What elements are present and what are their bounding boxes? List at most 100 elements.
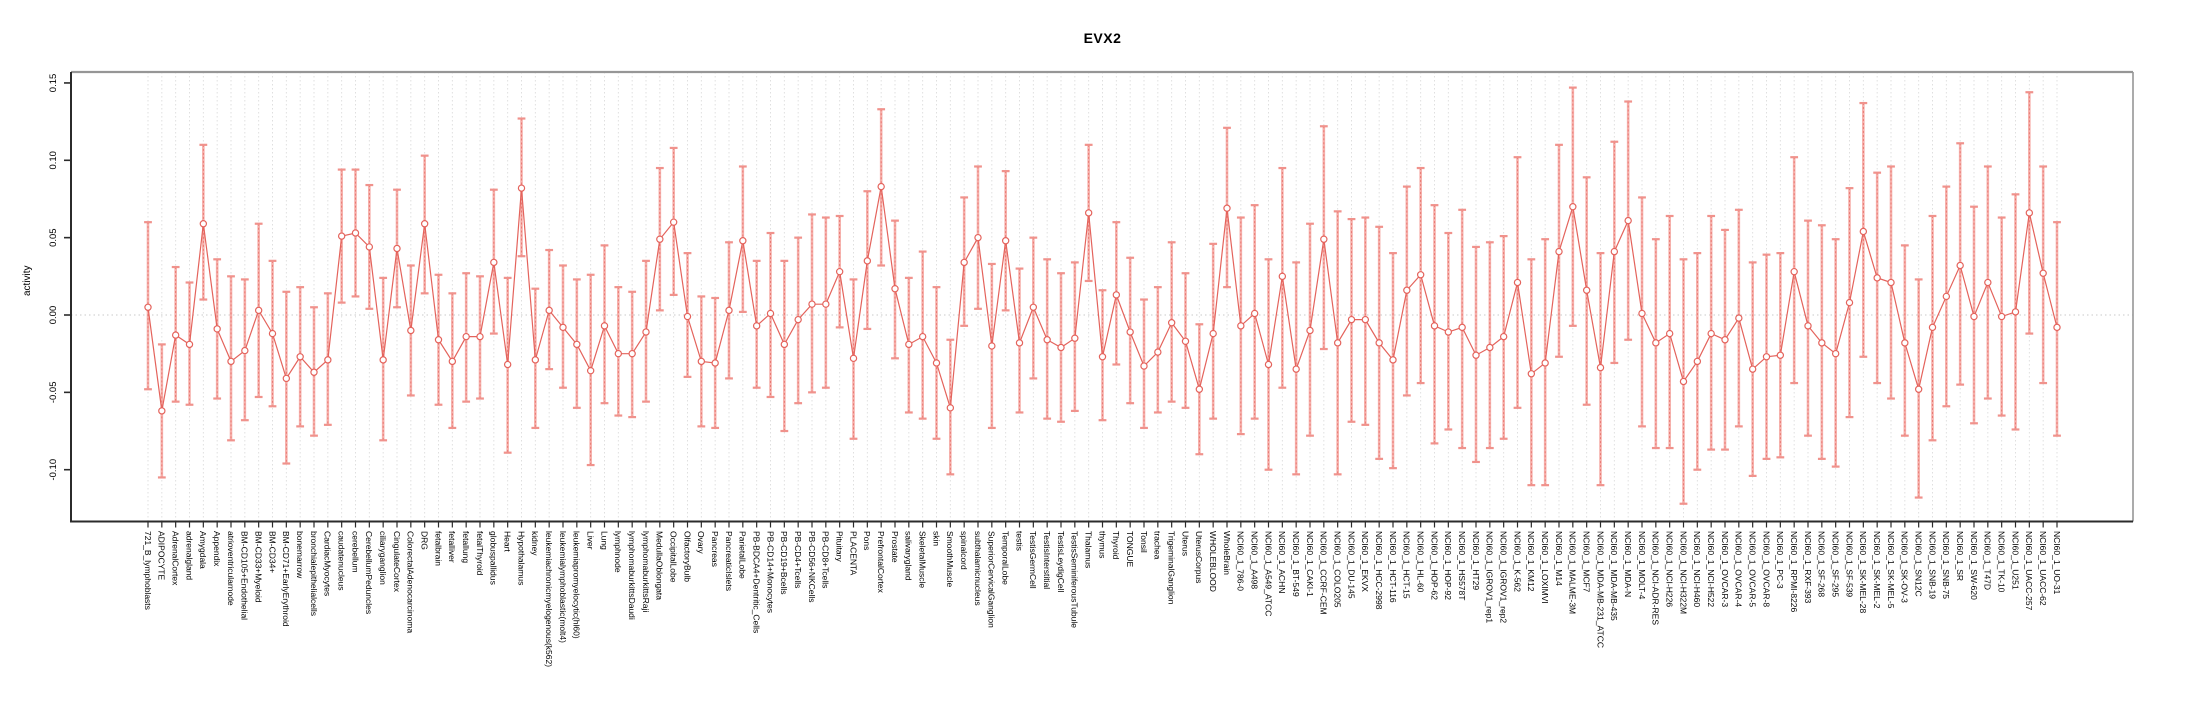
y-tick-label: 0.05 (48, 228, 59, 247)
data-point (808, 300, 816, 308)
x-tick-label: lymphomaburkittsRaji (641, 531, 651, 612)
data-point (1541, 359, 1549, 367)
data-point (1416, 271, 1425, 279)
x-tick-label: caudatenucleus (336, 531, 346, 591)
x-tick-label: Ovary (696, 531, 706, 554)
x-tick-label: bonemarrow (295, 531, 305, 579)
x-tick-label: ParietalLobe (738, 531, 748, 579)
x-tick-label: SkeletalMuscle (917, 531, 927, 588)
x-tick-label: WHOLEBLOOD (1208, 531, 1218, 592)
x-tick-label: OlfactoryBulb (682, 531, 692, 582)
data-point (1043, 336, 1051, 344)
data-point (1237, 322, 1245, 330)
x-tick-label: Pancreas (710, 531, 720, 567)
x-tick-label: MedullaOblongata (655, 531, 665, 600)
data-point (932, 359, 941, 367)
data-point (1071, 334, 1079, 342)
data-point (1956, 261, 1964, 270)
data-point (517, 184, 526, 192)
x-tick-label: NCI60_1_IGROV1_rep2 (1498, 531, 1508, 623)
x-tick-label: NCI60_1_MDA-MB-231_ATCC (1595, 531, 1605, 648)
x-tick-label: BM-CD105+Endothelial (240, 531, 250, 620)
data-point (434, 336, 443, 344)
x-tick-label: NCI60_1_MALME-3M (1568, 531, 1578, 614)
x-tick-label: NCI60_1_OVCAR-5 (1747, 531, 1757, 607)
data-point (988, 342, 996, 350)
data-point (1154, 348, 1162, 356)
x-tick-label: NCI60_1_K-562 (1512, 531, 1522, 592)
x-tick-label: TemporalLobe (1000, 531, 1010, 585)
data-point (2025, 209, 2034, 217)
data-point (1292, 365, 1300, 373)
data-point (1845, 298, 1854, 307)
x-tick-label: NCI60_1_MCF7 (1581, 531, 1591, 593)
data-point (960, 258, 968, 267)
x-tick-label: NCI60_1_SR (1955, 531, 1965, 581)
data-point (794, 315, 802, 324)
x-tick-label: NCI60_1_786-0 (1236, 531, 1246, 591)
x-tick-label: NCI60_1_SW-620 (1969, 531, 1979, 600)
data-point (1582, 286, 1591, 294)
data-point (1721, 336, 1729, 344)
y-tick-label: -0.10 (48, 459, 59, 481)
x-tick-label: Liver (585, 531, 595, 550)
data-point (1361, 315, 1370, 324)
data-point (2053, 323, 2061, 332)
data-point (656, 235, 664, 243)
data-point (573, 340, 581, 349)
x-tick-label: lymphomaburkittsDaudi (627, 531, 637, 620)
data-point (835, 267, 844, 276)
x-tick-label: PB-BDCA4+Dentritic_Cells (751, 531, 761, 633)
data-point (725, 306, 733, 315)
x-tick-label: NCI60_1_LOXIMVI (1540, 531, 1550, 604)
data-point (1555, 247, 1563, 256)
data-point (1610, 247, 1619, 256)
x-tick-label: NCI60_1_SF-539 (1844, 531, 1854, 597)
x-tick-label: NCI60_1_U251 (2010, 531, 2020, 590)
data-point (1859, 227, 1868, 236)
x-tick-label: salivarygland (904, 531, 914, 581)
data-point (739, 237, 747, 245)
x-tick-label: Pituitary (834, 531, 844, 562)
y-tick-label: 0.15 (48, 74, 59, 93)
x-tick-label: Lung (599, 531, 609, 550)
x-tick-label: lymphnode (613, 531, 623, 573)
data-point (337, 232, 346, 240)
x-tick-label: NCI60_1_HCT-15 (1402, 531, 1412, 599)
data-point (1984, 278, 1992, 287)
data-point (1901, 339, 1909, 347)
data-point (1167, 319, 1176, 327)
data-point (1624, 216, 1632, 225)
data-point (1707, 329, 1715, 338)
x-tick-label: Hypothalamus (516, 531, 526, 585)
x-tick-label: PB-CD14+Monocytes (765, 531, 775, 613)
x-tick-label: leukemiachronicmyelogenous(k562) (544, 531, 554, 667)
x-tick-label: BM-CD33+Myeloid (253, 531, 263, 603)
x-tick-label: TestisLeydigCell (1056, 531, 1066, 593)
x-tick-label: NCI60_1_UACC-62 (2038, 531, 2048, 606)
data-point (531, 356, 540, 364)
x-tick-label: Thyroid (1111, 531, 1121, 560)
data-point (1596, 363, 1605, 372)
data-point (1223, 204, 1231, 212)
data-point (545, 306, 553, 315)
data-point (905, 340, 913, 349)
data-point (1195, 385, 1204, 393)
data-point (1486, 343, 1494, 352)
x-tick-label: ColorectalAdenocarcinoma (406, 531, 416, 633)
x-tick-label: NCI60_1_HT29 (1471, 531, 1481, 590)
x-tick-label: AdrenalCortex (170, 531, 180, 586)
data-point (1693, 357, 1702, 366)
data-point (918, 332, 927, 341)
data-point (752, 322, 761, 330)
data-point (1887, 278, 1895, 287)
data-point (891, 285, 899, 293)
x-tick-label: NCI60_1_OVCAR-8 (1761, 531, 1771, 607)
x-tick-label: NCI60_1_SNB-75 (1941, 531, 1951, 599)
data-point (1264, 360, 1273, 369)
x-tick-label: TrigeminalGanglion (1166, 531, 1176, 605)
x-tick-label: thymus (1097, 531, 1107, 558)
x-tick-label: NCI60_1_T47D (1983, 531, 1993, 590)
data-point (766, 309, 775, 318)
data-point (420, 220, 429, 228)
